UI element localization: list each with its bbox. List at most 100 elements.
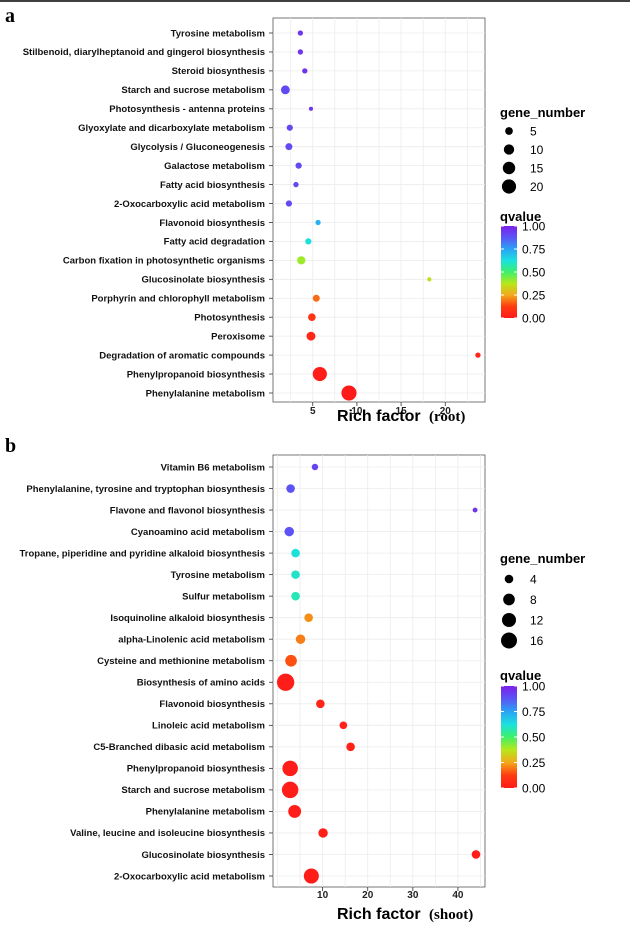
category-label: Phenylpropanoid biosynthesis [127,369,265,380]
colorbar-label: 0.25 [522,756,546,770]
category-label: C5-Branched dibasic acid metabolism [93,742,265,753]
category-label: Phenylalanine, tyrosine and tryptophan b… [26,484,265,495]
data-point [295,634,306,644]
x-tick-label: 5 [310,406,316,417]
category-label: Degradation of aromatic compounds [99,350,265,361]
category-label: Phenylalanine metabolism [146,388,265,399]
category-label: Carbon fixation in photosynthetic organi… [63,256,265,267]
size-legend-dot [503,593,515,606]
data-point [297,49,304,55]
data-point [293,181,299,188]
colorbar-label: 0.50 [522,731,546,745]
data-point [291,591,300,601]
x-ticks-a: 5 10 15 20 [310,402,451,417]
data-point [285,200,293,207]
data-point [291,570,300,579]
data-point [316,699,325,709]
data-point [304,613,313,622]
legend-b-size-items: 4 8 12 16 [501,573,544,649]
data-point [303,868,319,884]
data-point [339,721,348,730]
data-point [286,124,293,131]
size-legend-label: 5 [530,125,537,139]
colorbar-label: 0.75 [522,243,546,257]
size-legend-dot [505,127,513,135]
data-point [291,548,300,558]
qvalue-colorbar [501,226,517,318]
size-legend-label: 4 [530,573,537,587]
data-point [305,238,312,245]
colorbar-label: 1.00 [522,220,546,234]
category-label: Cysteine and methionine metabolism [97,656,265,667]
category-label: Cyanoamino acid metabolism [131,527,265,538]
category-label: Sulfur metabolism [182,591,265,602]
legend-a-size-title: gene_number [500,105,585,120]
data-point [284,526,294,537]
data-point [427,277,432,282]
size-legend-label: 12 [530,614,544,628]
category-label: Glucosinolate biosynthesis [141,850,265,861]
grid-a [273,18,485,402]
category-label: Glucosinolate biosynthesis [141,275,265,286]
points-b [276,463,481,884]
x-axis-label-a-main: Rich factor [337,408,421,425]
category-label: alpha-Linolenic acid metabolism [118,635,265,646]
x-tick-label: 15 [396,406,408,417]
category-label: Photosynthesis - antenna proteins [109,104,265,115]
data-point [288,804,302,818]
size-legend-label: 16 [530,634,544,648]
data-point [276,673,295,691]
panel-letter-a: a [5,5,15,27]
category-label: Tropane, piperidine and pyridine alkaloi… [20,548,265,559]
category-label: Galactose metabolism [164,161,265,172]
legend-b-color-title: qvalue [500,668,541,683]
size-legend-label: 8 [530,593,537,607]
category-label: Stilbenoid, diarylheptanoid and gingerol… [23,47,265,58]
size-legend-dot [504,574,514,584]
legend-a-size-items: 5 10 15 20 [501,125,544,194]
category-label: Tyrosine metabolism [171,28,265,39]
x-tick-label: 30 [407,890,419,901]
category-label: 2-Oxocarboxylic acid metabolism [114,199,265,210]
plot-area-b [272,454,486,888]
category-label: Vitamin B6 metabolism [161,462,265,473]
data-point [286,484,295,493]
data-point [285,143,293,151]
size-legend-label: 10 [530,143,544,157]
legend-a-color-title: qvalue [500,209,541,224]
size-legend-dot [501,179,517,194]
category-label: Tyrosine metabolism [171,570,265,581]
legend-b-colorbar: 1.00 0.75 0.50 0.25 0.00 [501,680,546,796]
colorbar-label: 0.00 [522,312,546,326]
category-labels-b: Vitamin B6 metabolism Phenylalanine, tyro… [20,462,273,882]
category-label: Fatty acid degradation [164,237,266,248]
legend-b: gene_number 4 8 12 16 qvalue 1.00 0.75 0.50 0.… [500,551,585,796]
category-label: Steroid biosynthesis [172,66,265,77]
data-point [297,30,304,36]
data-point [475,352,481,358]
category-label: Photosynthesis [194,313,265,324]
legend-a: gene_number 5 10 15 20 qvalue 1.00 0.75 0.50 0… [500,105,585,326]
category-label: 2-Oxocarboxylic acid metabolism [114,871,265,882]
category-label: Isoquinoline alkaloid biosynthesis [110,613,265,624]
colorbar-label: 0.00 [522,782,546,796]
data-point [341,385,357,401]
colorbar-label: 0.75 [522,705,546,719]
x-axis-label-b-main: Rich factor [337,906,421,923]
panel-a: a Tyrosine metabolism Stilbenoid, diarylh… [5,5,585,425]
category-label: Flavonoid biosynthesis [159,699,265,710]
x-axis-label-a-suffix: (root) [429,409,465,425]
size-legend-dot [502,161,516,175]
legend-b-size-title: gene_number [500,551,585,566]
x-axis-label-a: Rich factor (root) [337,408,465,425]
category-label: Biosynthesis of amino acids [137,678,265,689]
data-point [280,85,290,95]
colorbar-label: 0.50 [522,266,546,280]
data-point [285,654,297,667]
data-point [315,219,321,226]
data-point [312,294,320,302]
category-label: Flavonoid biosynthesis [159,218,265,229]
category-label: Phenylalanine metabolism [146,807,265,818]
size-legend-dot [501,612,517,628]
